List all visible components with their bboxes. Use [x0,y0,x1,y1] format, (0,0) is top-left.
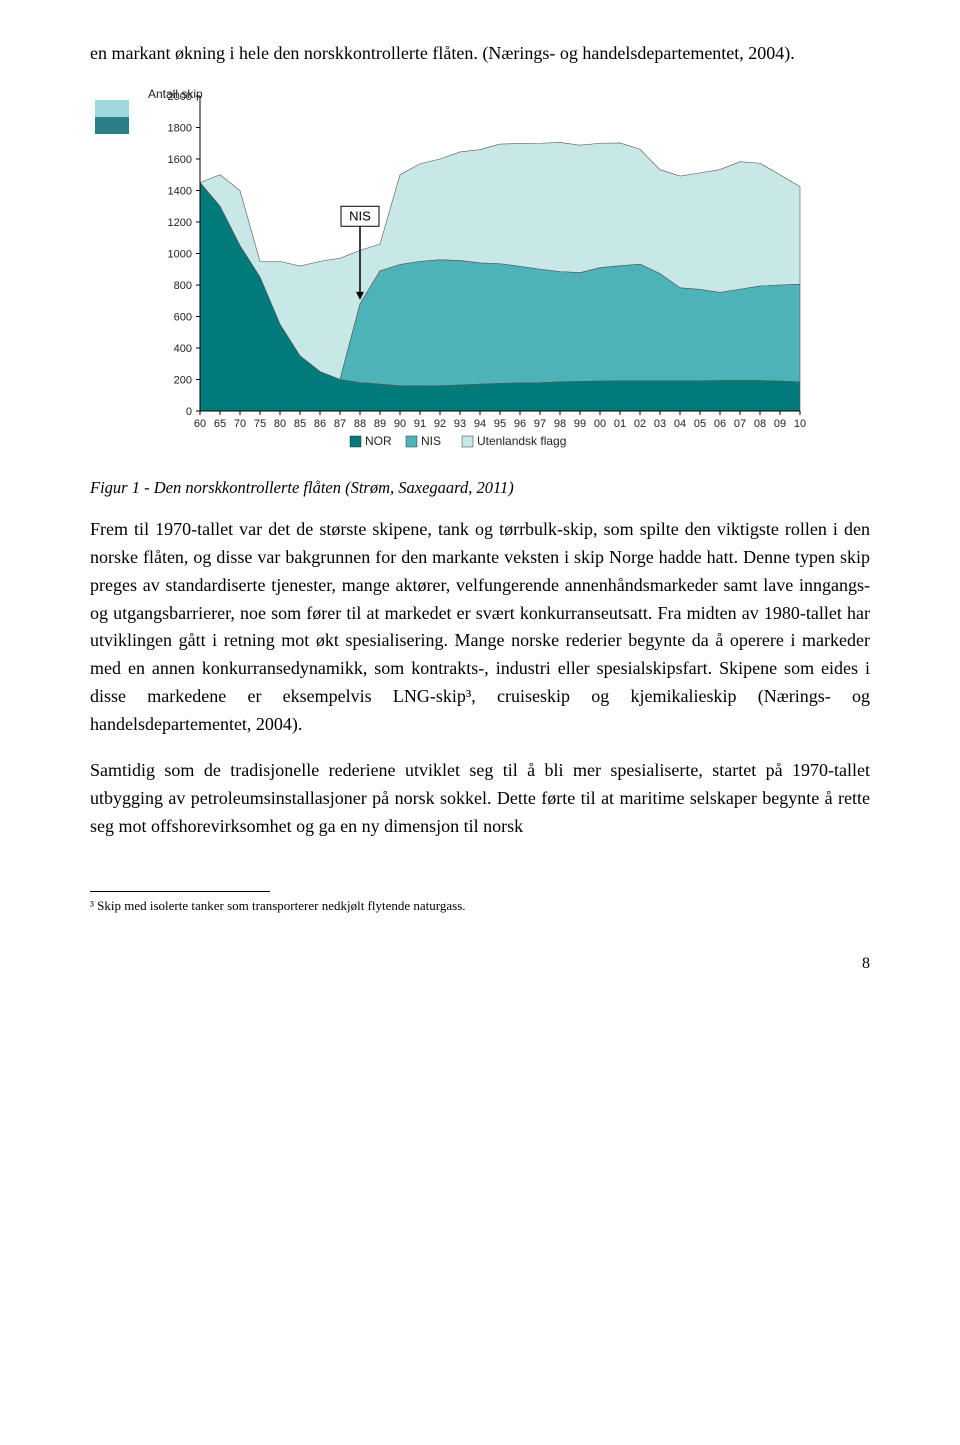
chart-container: Antall skip02004006008001000120014001600… [90,86,870,466]
body-paragraph-1: Frem til 1970-tallet var det de største … [90,516,870,739]
svg-text:600: 600 [174,311,192,323]
figure-caption: Figur 1 - Den norskkontrollerte flåten (… [90,478,870,498]
svg-text:80: 80 [274,418,286,430]
svg-text:400: 400 [174,343,192,355]
svg-text:65: 65 [214,418,226,430]
footnote: ³ Skip med isolerte tanker som transport… [90,898,870,915]
svg-text:95: 95 [494,418,506,430]
svg-text:85: 85 [294,418,306,430]
svg-text:98: 98 [554,418,566,430]
svg-text:NIS: NIS [349,208,371,223]
svg-text:97: 97 [534,418,546,430]
svg-text:94: 94 [474,418,486,430]
svg-text:86: 86 [314,418,326,430]
svg-text:0: 0 [186,406,192,418]
svg-text:08: 08 [754,418,766,430]
svg-text:99: 99 [574,418,586,430]
svg-text:800: 800 [174,280,192,292]
svg-text:07: 07 [734,418,746,430]
svg-text:87: 87 [334,418,346,430]
svg-text:02: 02 [634,418,646,430]
intro-paragraph: en markant økning i hele den norskkontro… [90,40,870,68]
svg-text:09: 09 [774,418,786,430]
svg-text:91: 91 [414,418,426,430]
svg-text:06: 06 [714,418,726,430]
svg-text:00: 00 [594,418,606,430]
svg-text:89: 89 [374,418,386,430]
svg-text:88: 88 [354,418,366,430]
svg-text:200: 200 [174,374,192,386]
svg-text:1000: 1000 [168,248,192,260]
footnote-rule [90,891,270,892]
svg-text:75: 75 [254,418,266,430]
svg-text:96: 96 [514,418,526,430]
page-number: 8 [90,955,870,973]
fleet-area-chart: Antall skip02004006008001000120014001600… [90,86,810,466]
svg-text:04: 04 [674,418,686,430]
svg-text:03: 03 [654,418,666,430]
svg-text:92: 92 [434,418,446,430]
svg-text:93: 93 [454,418,466,430]
svg-text:1600: 1600 [168,154,192,166]
svg-text:01: 01 [614,418,626,430]
svg-text:1800: 1800 [168,122,192,134]
svg-text:70: 70 [234,418,246,430]
svg-text:NOR: NOR [365,434,392,448]
svg-text:NIS: NIS [421,434,441,448]
svg-text:05: 05 [694,418,706,430]
svg-text:2000: 2000 [168,91,192,103]
svg-text:60: 60 [194,418,206,430]
svg-text:1200: 1200 [168,217,192,229]
svg-text:1400: 1400 [168,185,192,197]
svg-text:10: 10 [794,418,806,430]
svg-text:Utenlandsk flagg: Utenlandsk flagg [477,434,566,448]
svg-text:90: 90 [394,418,406,430]
body-paragraph-2: Samtidig som de tradisjonelle rederiene … [90,757,870,841]
